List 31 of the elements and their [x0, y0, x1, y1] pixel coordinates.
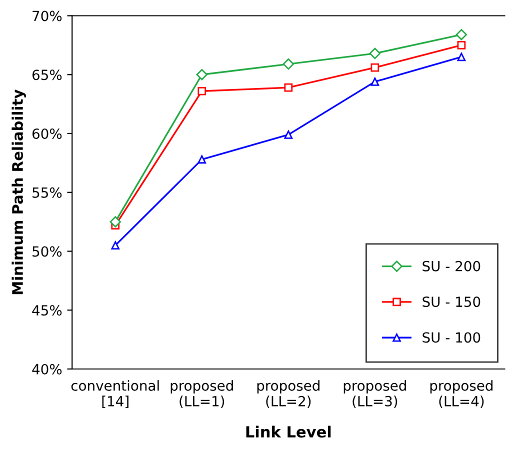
x-axis-title: Link Level [246, 426, 331, 438]
y-tick-label: 45% [32, 305, 62, 316]
point [370, 78, 380, 86]
point [282, 58, 294, 70]
point [284, 83, 293, 92]
point [110, 216, 121, 228]
x-tick-label: proposed (LL=4) [430, 380, 492, 408]
point [196, 69, 208, 80]
x-tick-label: conventional [14] [71, 380, 159, 408]
x-tick-label: proposed (LL=1) [170, 380, 233, 408]
legend-label: SU - 150 [422, 296, 480, 308]
y-tick-label: 50% [32, 246, 62, 257]
legend-label: SU - 200 [422, 260, 480, 272]
y-tick-label: 70% [32, 10, 62, 22]
point [111, 241, 120, 250]
point [198, 155, 206, 164]
point [457, 52, 466, 62]
x-tick-label: proposed (LL=3) [344, 380, 406, 408]
y-tick-label: 65% [32, 70, 62, 80]
y-tick-label: 60% [32, 128, 62, 139]
point [284, 130, 293, 139]
legend-label: SU - 100 [422, 332, 480, 343]
point [457, 41, 466, 50]
x-tick-label: proposed (LL=2) [257, 380, 320, 408]
y-tick-label: 40% [32, 364, 62, 374]
point [198, 86, 206, 96]
point [369, 48, 381, 60]
point [456, 28, 468, 40]
y-tick-label: 55% [32, 187, 62, 198]
y-axis-title: Minimum Path Reliability [12, 90, 26, 294]
point [370, 63, 380, 72]
